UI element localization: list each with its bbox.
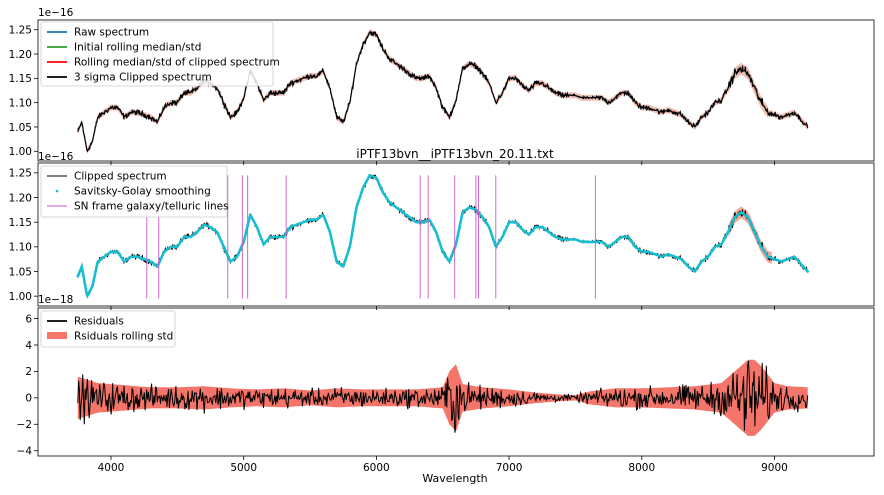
middle-axes-frame [37, 162, 875, 307]
y-tick-label: 1.00 [9, 146, 32, 158]
middle-panel-title: iPTF13bvn__iPTF13bvn_20.11.txt [356, 147, 554, 161]
bottom-legend: Residuals Rsiduals rolling std [40, 310, 176, 348]
legend-swatch-rolling-std [47, 332, 67, 339]
legend-sn-lines: SN frame galaxy/telluric lines [74, 201, 229, 213]
x-tick-label: 8000 [628, 462, 655, 474]
residuals-rolling-std-band [77, 359, 808, 436]
y-tick-label: 1.25 [9, 168, 32, 180]
savgol-smoothing-curve [76, 173, 809, 299]
y-tick-label: 1.15 [9, 73, 32, 85]
legend-residuals: Residuals [74, 316, 124, 328]
y-tick-label: 1.10 [9, 97, 32, 109]
y-tick-label: 4 [25, 340, 32, 352]
x-axis-label: Wavelength [422, 472, 487, 485]
legend-clipped-rolling: Rolling median/std of clipped spectrum [74, 57, 280, 69]
y-tick-label: 1.20 [9, 49, 32, 61]
x-tick-label: 4000 [98, 462, 125, 474]
residuals-line [77, 360, 809, 433]
y-tick-label: 1.10 [9, 242, 32, 254]
middle-legend: Clipped spectrum Savitsky-Golay smoothin… [40, 165, 229, 218]
y-tick-label: −4 [17, 446, 33, 458]
y-tick-label: 0 [25, 393, 32, 405]
y-tick-label: 1.25 [9, 25, 32, 37]
y-tick-label: 1.20 [9, 192, 32, 204]
x-tick-label: 5000 [230, 462, 257, 474]
top-offset-label: 1e−16 [38, 7, 74, 19]
y-tick-label: −2 [17, 419, 32, 431]
top-panel: 1e−16 1.00 1.05 1.10 1.15 1.20 1.25 Raw spect… [9, 7, 875, 165]
top-axes-frame [37, 19, 875, 162]
bottom-panel: 1e−18 −4 −2 0 2 4 6 Residuals Rsiduals rollin… [17, 294, 875, 485]
y-tick-label: 6 [25, 313, 32, 325]
legend-3sigma-clipped: 3 sigma Clipped spectrum [74, 72, 212, 84]
top-legend: Raw spectrum Initial rolling median/std … [40, 21, 280, 87]
legend-rolling-std: Rsiduals rolling std [74, 331, 173, 343]
bottom-axes-frame [37, 307, 875, 457]
y-tick-label: 2 [25, 366, 32, 378]
y-tick-label: 1.00 [9, 291, 32, 303]
rolling-std-band-middle [728, 206, 772, 264]
middle-panel: 1e−16 iPTF13bvn__iPTF13bvn_20.11.txt 1.0… [9, 147, 875, 310]
legend-initial-rolling: Initial rolling median/std [74, 42, 201, 54]
legend-clipped-spectrum: Clipped spectrum [74, 171, 167, 183]
bottom-offset-label: 1e−18 [38, 294, 73, 306]
y-tick-label: 1.15 [9, 217, 32, 229]
legend-savgol: Savitsky-Golay smoothing [74, 186, 211, 198]
y-tick-label: 1.05 [9, 122, 32, 134]
y-tick-label: 1.05 [9, 266, 32, 278]
legend-swatch-savgol [55, 189, 59, 193]
middle-offset-label: 1e−16 [38, 151, 74, 163]
x-tick-label: 6000 [363, 462, 390, 474]
x-tick-label: 7000 [496, 462, 523, 474]
x-tick-label: 9000 [761, 462, 788, 474]
legend-raw-spectrum: Raw spectrum [74, 27, 149, 39]
